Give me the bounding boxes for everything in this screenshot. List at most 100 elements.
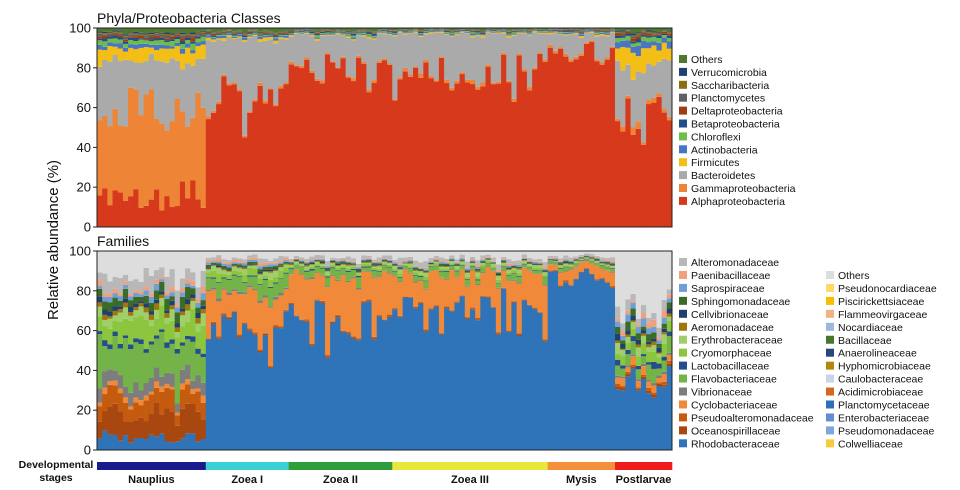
bar-segment — [599, 28, 606, 30]
bar-segment — [185, 126, 191, 199]
bar-segment — [625, 98, 631, 227]
bar-segment — [112, 306, 119, 311]
bar-segment — [356, 267, 362, 269]
bar-segment — [583, 43, 590, 228]
bar-segment — [169, 41, 176, 47]
bar-segment — [216, 104, 222, 227]
bar-segment — [428, 309, 435, 450]
bar-segment — [547, 251, 554, 257]
bar-segment — [179, 32, 186, 35]
bar-segment — [236, 91, 243, 228]
bar-segment — [604, 31, 611, 33]
bar-segment — [547, 271, 554, 450]
bar-segment — [412, 66, 419, 68]
bar-segment — [475, 260, 481, 265]
bar-segment — [532, 308, 538, 310]
bar-segment — [542, 275, 549, 278]
bar-segment — [646, 322, 652, 329]
bar-segment — [356, 275, 362, 278]
bar-segment — [511, 30, 517, 32]
bar-segment — [293, 259, 300, 261]
bar-segment — [469, 31, 476, 33]
bar-segment — [469, 262, 476, 263]
bar-segment — [102, 35, 108, 39]
bar-segment — [630, 43, 637, 47]
legend-swatch — [679, 132, 687, 141]
bar-segment — [231, 31, 238, 33]
bar-segment — [345, 280, 352, 283]
bar-segment — [159, 331, 165, 377]
bar-segment — [97, 280, 103, 287]
bar-segment — [651, 65, 657, 98]
bar-segment — [226, 31, 233, 33]
bar-segment — [257, 28, 264, 32]
bar-segment — [661, 112, 668, 227]
bar-segment — [97, 44, 103, 50]
bar-segment — [552, 258, 559, 260]
bar-segment — [661, 299, 668, 311]
bar-segment — [646, 28, 652, 31]
legend-swatch — [826, 322, 834, 331]
bar-segment — [454, 262, 461, 264]
bar-segment — [418, 31, 424, 34]
bar-segment — [418, 280, 424, 282]
bar-segment — [609, 272, 616, 286]
bar-segment — [371, 33, 378, 34]
bar-segment — [361, 62, 367, 64]
bar-segment — [278, 255, 284, 261]
bar-segment — [475, 284, 481, 285]
bar-segment — [397, 28, 404, 30]
bar-segment — [148, 325, 155, 342]
legend-item: Oceanospirillaceae — [679, 425, 780, 437]
bar-segment — [464, 279, 471, 286]
bar-segment — [573, 56, 580, 60]
bar-segment — [475, 276, 481, 280]
bar-segment — [174, 412, 181, 416]
bar-segment — [475, 272, 481, 277]
bar-segment — [252, 289, 258, 291]
y-tick-label: 60 — [77, 323, 91, 338]
bar-segment — [366, 259, 372, 261]
bar-segment — [262, 279, 269, 280]
bar-segment — [666, 320, 673, 332]
bar-segment — [153, 50, 160, 61]
bar-segment — [444, 306, 450, 308]
bar-segment — [143, 61, 150, 95]
bar-segment — [480, 86, 486, 227]
bar-segment — [252, 257, 258, 260]
bar-segment — [278, 326, 284, 328]
bar-segment — [216, 258, 222, 262]
bar-segment — [97, 334, 103, 389]
bar-segment — [221, 33, 227, 34]
y-axis-label: Relative abundance (%) — [45, 160, 62, 320]
bar-segment — [583, 29, 590, 31]
bar-segment — [469, 269, 476, 271]
bar-segment — [542, 272, 549, 276]
legend-swatch — [679, 55, 687, 63]
bar-segment — [568, 260, 574, 262]
bar-segment — [630, 127, 637, 135]
bar-segment — [200, 382, 207, 396]
bar-segment — [640, 343, 647, 355]
bar-segment — [640, 374, 647, 377]
bar-segment — [148, 36, 155, 40]
bar-segment — [392, 308, 398, 310]
bar-segment — [304, 269, 310, 271]
bar-segment — [190, 272, 196, 281]
bar-segment — [412, 307, 419, 309]
bar-segment — [247, 265, 253, 266]
bar-segment — [361, 267, 367, 271]
bar-segment — [459, 295, 466, 296]
bar-segment — [589, 30, 595, 32]
bar-segment — [273, 251, 279, 259]
legend-item: Hyphomicrobiaceae — [826, 361, 931, 373]
bar-segment — [444, 251, 450, 259]
bar-segment — [615, 118, 621, 122]
legend-swatch — [679, 296, 687, 305]
bar-segment — [589, 41, 595, 227]
bar-segment — [407, 256, 414, 260]
bar-segment — [397, 267, 404, 269]
bar-segment — [651, 345, 657, 352]
bar-segment — [159, 276, 165, 280]
bar-segment — [589, 29, 595, 31]
